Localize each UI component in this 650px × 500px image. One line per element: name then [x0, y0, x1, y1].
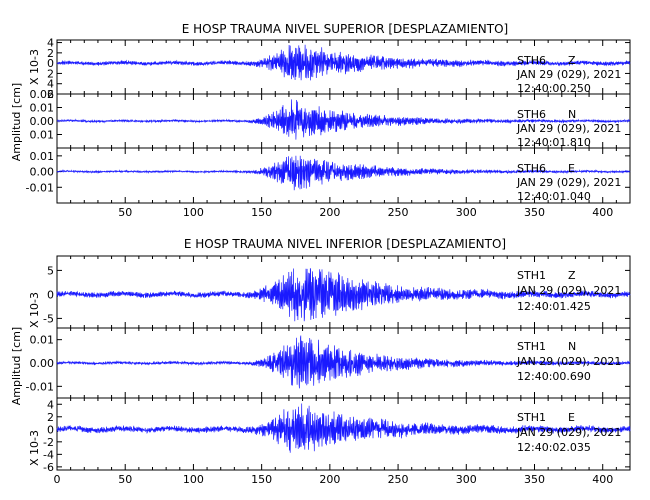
waveform-trace: [56, 44, 631, 81]
y-tick-label: 0.00: [30, 166, 55, 179]
panel-superior-e: -0.01 0.00 0.01 50 100 150 200 250 300 350 400 ST…: [26, 147, 631, 219]
scale-label: X 10-3: [28, 49, 41, 85]
x-tick-label: 300: [456, 206, 477, 219]
y-tick-label: 2: [47, 47, 54, 60]
panel-inferior-z: X 10-3 -5 0 5 STH1 Z JAN 29 (029), 2021 12…: [28, 255, 631, 329]
x-tick-label: 0: [54, 473, 61, 486]
station-label: STH6: [517, 108, 546, 121]
component-label: E: [568, 411, 575, 424]
y-ticks: 0.010.000.010.02: [30, 88, 630, 142]
y-tick-label: 4: [47, 78, 54, 91]
station-label: STH1: [517, 269, 546, 282]
x-tick-label: 300: [456, 473, 477, 486]
group-title-inferior: E HOSP TRAUMA NIVEL INFERIOR [DESPLAZAMI…: [184, 237, 506, 251]
panel-inferior-n: -0.010.000.01 STH1 N JAN 29 (029), 2021 …: [26, 327, 631, 399]
panel-superior-n: 0.010.000.010.02 STH6 N JAN 29 (029), 20…: [30, 88, 631, 149]
x-tick-label: 250: [388, 206, 409, 219]
x-ticks: 50 100 150 200 250 300 350 400: [70, 148, 617, 219]
x-tick-label: 50: [118, 473, 132, 486]
x-tick-label: 200: [319, 473, 340, 486]
y-tick-label: 6: [47, 88, 54, 101]
x-tick-label: 100: [183, 206, 204, 219]
y-tick-label: 2: [47, 67, 54, 80]
y-ticks: -0.01 0.00 0.01: [26, 334, 630, 393]
y-tick-label: 0.01: [30, 102, 55, 115]
ylabel-inferior: Amplitud [cm]: [10, 327, 23, 405]
component-label: N: [568, 108, 576, 121]
x-tick-label: 100: [183, 473, 204, 486]
x-ticks: 0 50 100 150 200 250 300 350 400: [54, 398, 617, 486]
component-label: Z: [568, 54, 576, 67]
y-tick-label: 0: [47, 288, 54, 301]
component-label: N: [568, 340, 576, 353]
x-tick-label: 350: [524, 206, 545, 219]
waveform-trace: [56, 403, 631, 453]
x-tick-label: 400: [592, 206, 613, 219]
date-label: JAN 29 (029), 2021: [516, 426, 621, 439]
station-label: STH1: [517, 411, 546, 424]
x-tick-label: 150: [251, 206, 272, 219]
date-label: JAN 29 (029), 2021: [516, 284, 621, 297]
time-label: 12:40:01.040: [517, 190, 591, 203]
station-label: STH1: [517, 340, 546, 353]
component-label: Z: [568, 269, 576, 282]
x-tick-label: 50: [118, 206, 132, 219]
time-label: 12:40:01.425: [517, 300, 591, 313]
waveform-trace: [56, 155, 631, 191]
y-tick-label: 0.01: [30, 334, 55, 347]
ylabel-superior: Amplitud [cm]: [10, 83, 23, 161]
y-tick-label: 0.00: [30, 115, 55, 128]
date-label: JAN 29 (029), 2021: [516, 122, 621, 135]
date-label: JAN 29 (029), 2021: [516, 176, 621, 189]
date-label: JAN 29 (029), 2021: [516, 68, 621, 81]
y-tick-label: 0.02: [30, 88, 55, 101]
y-tick-label: 0: [47, 57, 54, 70]
x-tick-label: 250: [388, 473, 409, 486]
y-tick-label: 2: [47, 411, 54, 424]
y-tick-label: 0: [47, 423, 54, 436]
y-tick-label: -5: [43, 312, 54, 325]
y-tick-label: 0.00: [30, 357, 55, 370]
scale-label: X 10-3: [28, 292, 41, 328]
waveform-trace: [56, 335, 631, 389]
time-label: 12:40:02.035: [517, 441, 591, 454]
y-tick-label: -2: [43, 436, 54, 449]
station-label: STH6: [517, 162, 546, 175]
x-tick-label: 350: [524, 473, 545, 486]
y-tick-label: -4: [43, 448, 54, 461]
x-ticks: [70, 40, 617, 94]
station-label: STH6: [517, 54, 546, 67]
y-tick-label: -0.01: [26, 380, 54, 393]
x-tick-label: 400: [592, 473, 613, 486]
date-label: JAN 29 (029), 2021: [516, 355, 621, 368]
y-tick-label: 4: [47, 37, 54, 50]
y-tick-label: -6: [43, 461, 54, 474]
y-tick-label: -0.01: [26, 181, 54, 194]
time-label: 12:40:00.690: [517, 370, 591, 383]
waveform-trace: [56, 268, 631, 322]
y-ticks: -0.01 0.00 0.01: [26, 150, 630, 194]
group-title-superior: E HOSP TRAUMA NIVEL SUPERIOR [DESPLAZAMI…: [182, 22, 508, 36]
y-tick-label: 0.01: [30, 129, 55, 142]
time-label: 12:40:01.810: [517, 136, 591, 149]
x-tick-label: 200: [319, 206, 340, 219]
time-label: 12:40:00.250: [517, 82, 591, 95]
y-tick-label: 0.01: [30, 150, 55, 163]
component-label: E: [568, 162, 575, 175]
x-ticks: [70, 256, 617, 328]
y-tick-label: 4: [47, 398, 54, 411]
x-tick-label: 150: [251, 473, 272, 486]
waveform-trace: [56, 99, 631, 140]
y-tick-label: 5: [47, 264, 54, 277]
scale-label: X 10-3: [28, 430, 41, 466]
